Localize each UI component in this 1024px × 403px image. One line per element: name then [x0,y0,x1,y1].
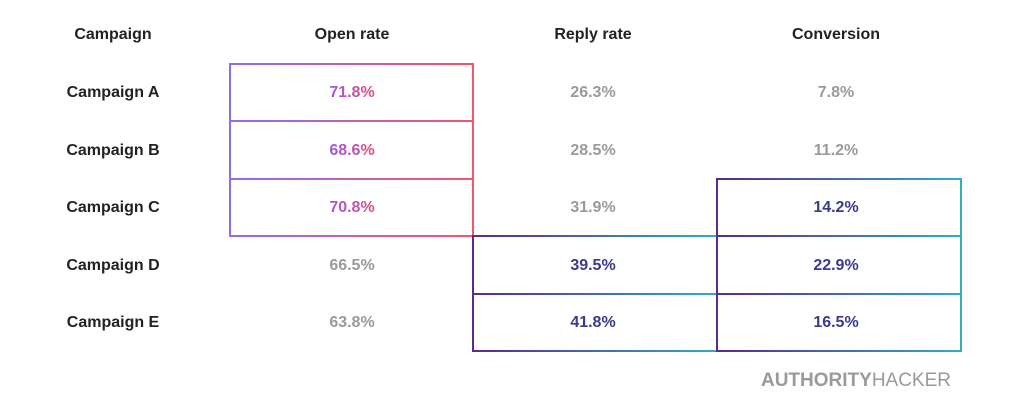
cell: 14.2% [813,199,858,216]
cell: 41.8% [570,314,615,331]
highlight-box [229,178,474,237]
column-header: Open rate [315,26,390,43]
column-header: Reply rate [554,26,631,43]
cell: 63.8% [329,314,374,331]
cell: 11.2% [814,142,858,159]
cell: 66.5% [329,257,374,274]
cell: 68.6% [329,142,374,159]
brand-logo: AUTHORITYHACKER [761,370,951,391]
row-label: Campaign B [66,142,159,159]
cell: 71.8% [329,84,374,101]
cell: 28.5% [570,142,615,159]
column-header: Campaign [74,26,151,43]
brand-bold: AUTHORITY [761,370,872,391]
cell: 39.5% [570,257,615,274]
cell: 7.8% [818,84,854,101]
cell: 26.3% [570,84,615,101]
row-label: Campaign D [66,257,159,274]
cell: 70.8% [329,199,374,216]
row-label: Campaign E [67,314,160,331]
cell: 31.9% [570,199,615,216]
column-header: Conversion [792,26,880,43]
row-label: Campaign A [67,84,160,101]
cell: 16.5% [813,314,858,331]
cell: 22.9% [813,257,858,274]
row-label: Campaign C [66,199,160,216]
highlight-box [716,293,962,352]
brand-regular: HACKER [872,370,951,391]
